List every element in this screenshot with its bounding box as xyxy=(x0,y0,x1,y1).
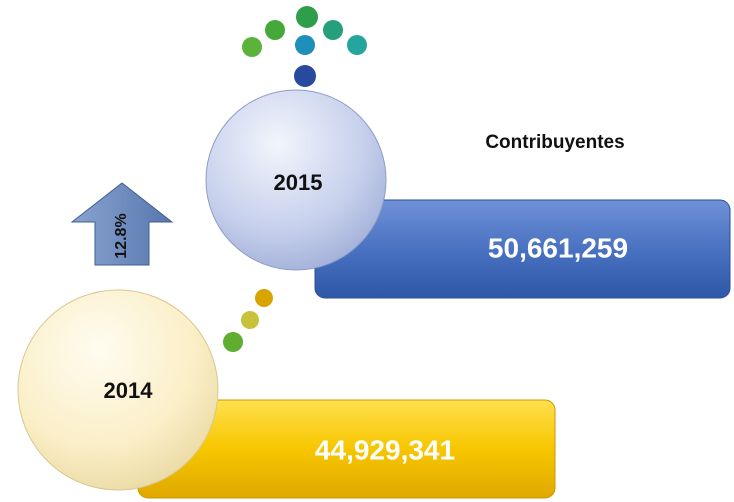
year-label: 2015 xyxy=(274,170,323,195)
value-label: 50,661,259 xyxy=(488,232,628,263)
growth-label: 12.8% xyxy=(113,213,130,258)
value-label: 44,929,341 xyxy=(315,434,455,465)
decoration-dots xyxy=(223,6,367,352)
circle-2014 xyxy=(17,289,219,491)
growth-arrow xyxy=(70,182,174,266)
circle-2015 xyxy=(205,89,387,271)
year-label: 2014 xyxy=(104,378,154,403)
title: Contribuyentes xyxy=(485,132,624,153)
